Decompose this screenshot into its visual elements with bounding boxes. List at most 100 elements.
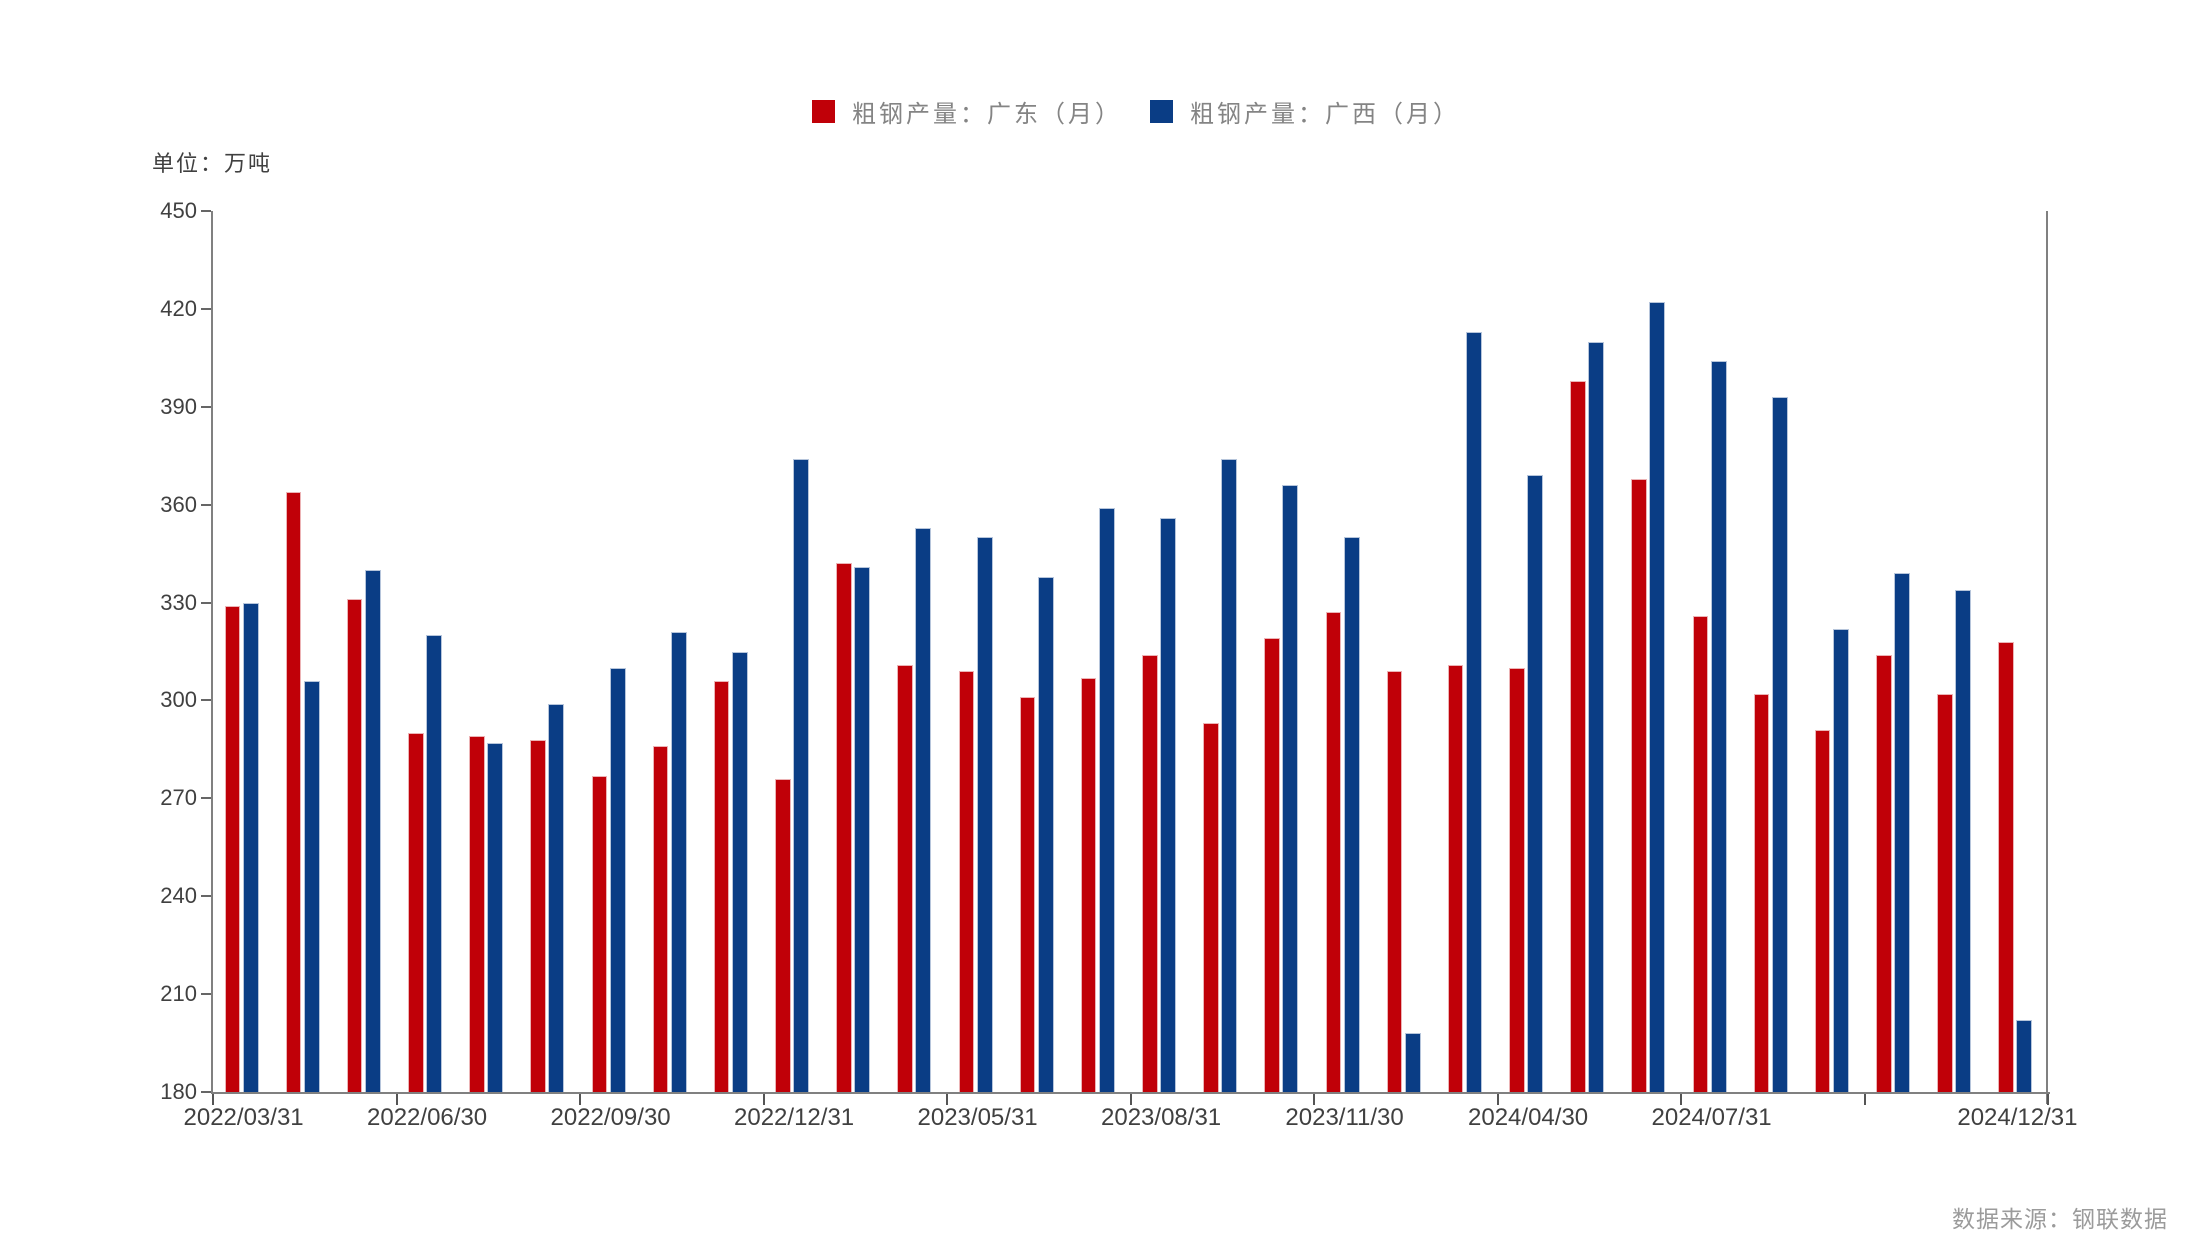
- x-tick-2023/05/31: [946, 1094, 948, 1105]
- bar-guangdong-2022/12/31: [775, 778, 791, 1092]
- bar-guangdong-2024/06/30: [1631, 478, 1647, 1092]
- y-tick-label-390: 390: [160, 393, 197, 419]
- bar-guangdong-2023/10/31: [1264, 638, 1280, 1092]
- bar-guangxi-2024/05/31: [1588, 341, 1605, 1092]
- y-tick-240: [201, 895, 211, 898]
- legend-swatch-guangdong-icon: [812, 99, 835, 123]
- bar-guangdong-2023/04/30: [897, 664, 913, 1092]
- bar-guangdong-2023/12/31: [1386, 671, 1403, 1092]
- bar-guangxi-2023/05/31: [976, 537, 993, 1092]
- y-tick-label-210: 210: [160, 981, 197, 1007]
- y-tick-label-330: 330: [160, 589, 197, 615]
- legend-item-guangxi[interactable]: 粗钢产量：广西（月）: [1150, 98, 1460, 128]
- bar-guangxi-2024/08/31: [1771, 397, 1788, 1092]
- bar-guangxi-2022/04/30: [303, 680, 320, 1092]
- y-tick-420: [201, 307, 211, 310]
- bar-guangxi-2023/04/30: [915, 527, 932, 1092]
- y-tick-180: [201, 1091, 211, 1093]
- y-tick-label-240: 240: [160, 883, 197, 909]
- y-tick-label-420: 420: [160, 295, 197, 321]
- bar-guangdong-2024/03/31: [1447, 664, 1464, 1092]
- bar-guangxi-2023/12/31: [1404, 1033, 1421, 1092]
- x-tick-label-2024/12/31: 2024/12/31: [1957, 1104, 2078, 1131]
- bar-guangdong-2023/03/31: [836, 563, 852, 1092]
- bar-guangxi-2024/03/31: [1465, 331, 1482, 1092]
- bar-guangdong-2024/11/30: [1937, 693, 1953, 1092]
- x-tick-2024/10/31: [1863, 1094, 1866, 1105]
- bar-guangxi-2022/06/30: [426, 635, 442, 1092]
- x-tick-2023/08/31: [1129, 1094, 1132, 1105]
- x-tick-label-2022/09/30: 2022/09/30: [550, 1104, 671, 1131]
- x-tick-label-2022/06/30: 2022/06/30: [367, 1104, 488, 1131]
- bar-guangdong-2024/08/31: [1753, 693, 1770, 1092]
- bar-guangxi-2022/03/31: [242, 602, 259, 1092]
- x-tick-label-2023/05/31: 2023/05/31: [917, 1104, 1038, 1131]
- bar-guangdong-2023/05/31: [958, 671, 974, 1092]
- y-tick-label-450: 450: [160, 198, 197, 223]
- bar-guangdong-2022/08/31: [530, 739, 546, 1092]
- bar-guangxi-2024/09/30: [1832, 628, 1849, 1092]
- x-tick-2022/06/30: [395, 1094, 398, 1105]
- bar-guangxi-2022/08/31: [548, 703, 565, 1092]
- bar-guangxi-2023/08/31: [1160, 517, 1176, 1092]
- legend-item-guangdong[interactable]: 粗钢产量：广东（月）: [812, 98, 1122, 128]
- x-tick-2022/09/30: [579, 1094, 581, 1105]
- x-tick-axis-end: [2047, 1094, 2049, 1105]
- y-tick-label-360: 360: [160, 491, 197, 517]
- bar-guangxi-2022/07/31: [487, 742, 504, 1092]
- bar-guangxi-2022/11/30: [731, 651, 748, 1092]
- bar-guangdong-2022/07/31: [469, 736, 485, 1092]
- x-tick-label-2023/08/31: 2023/08/31: [1101, 1104, 1222, 1131]
- bar-guangdong-2023/09/30: [1203, 723, 1219, 1092]
- plot-area: 450 420 390 360 330 300 270 240 210 180 2022/03/3…: [160, 200, 2077, 1132]
- bar-guangdong-2024/04/30: [1509, 667, 1525, 1092]
- y-tick-label-270: 270: [160, 785, 197, 811]
- bar-guangxi-2024/10/31: [1894, 573, 1910, 1092]
- bar-guangxi-2023/09/30: [1221, 459, 1238, 1092]
- plot-right-border: [2046, 211, 2048, 1104]
- x-tick-2022/03/31: [212, 1094, 214, 1105]
- x-tick-2024/07/31: [1680, 1094, 1682, 1105]
- bar-guangxi-2024/12/31: [2016, 1020, 2033, 1092]
- y-tick-390: [201, 405, 211, 408]
- x-tick-label-2022/03/31: 2022/03/31: [183, 1104, 304, 1131]
- bar-guangxi-2023/10/31: [1282, 485, 1299, 1092]
- bar-guangdong-2024/12/31: [1998, 641, 2014, 1092]
- bar-guangdong-2024/10/31: [1876, 654, 1892, 1092]
- bar-guangdong-2023/07/31: [1080, 677, 1097, 1092]
- bar-guangdong-2022/06/30: [408, 733, 424, 1092]
- bar-guangdong-2024/09/30: [1814, 729, 1831, 1092]
- x-tick-label-2023/11/30: 2023/11/30: [1285, 1104, 1404, 1131]
- bar-guangdong-2022/11/30: [713, 680, 730, 1092]
- legend-label-guangdong: 粗钢产量：广东（月）: [852, 101, 1122, 128]
- y-tick-270: [201, 797, 211, 800]
- bar-guangxi-2022/12/31: [793, 459, 809, 1092]
- bar-guangxi-2024/04/30: [1527, 475, 1543, 1092]
- bar-guangdong-2023/06/30: [1019, 697, 1036, 1092]
- bar-guangxi-2023/07/31: [1098, 507, 1115, 1092]
- y-axis-unit-label: 单位：万吨: [152, 151, 273, 176]
- y-tick-210: [201, 993, 211, 996]
- bar-guangdong-2022/05/31: [346, 599, 363, 1092]
- bar-guangdong-2024/07/31: [1692, 615, 1708, 1092]
- bar-guangxi-2022/05/31: [364, 569, 381, 1092]
- y-tick-450: [201, 210, 211, 212]
- bar-guangxi-2024/11/30: [1955, 589, 1972, 1092]
- x-tick-2023/11/30: [1313, 1094, 1315, 1105]
- bar-guangdong-2022/10/31: [652, 746, 669, 1092]
- bar-guangdong-2022/04/30: [285, 491, 302, 1092]
- y-tick-360: [201, 503, 211, 506]
- bar-guangdong-2023/08/31: [1142, 654, 1158, 1092]
- bar-guangdong-2023/11/30: [1325, 612, 1341, 1092]
- legend-swatch-guangxi-icon: [1150, 99, 1173, 123]
- x-tick-label-2024/04/30: 2024/04/30: [1468, 1104, 1589, 1131]
- legend-label-guangxi: 粗钢产量：广西（月）: [1190, 101, 1460, 128]
- data-source-note: 数据来源：钢联数据: [1952, 1207, 2168, 1232]
- bar-guangxi-2024/06/30: [1649, 302, 1666, 1092]
- bar-guangdong-2022/09/30: [591, 775, 607, 1092]
- y-axis-line: [211, 211, 213, 1092]
- y-tick-300: [201, 699, 211, 702]
- x-tick-label-2024/07/31: 2024/07/31: [1651, 1104, 1772, 1131]
- x-tick-2022/12/31: [762, 1094, 765, 1105]
